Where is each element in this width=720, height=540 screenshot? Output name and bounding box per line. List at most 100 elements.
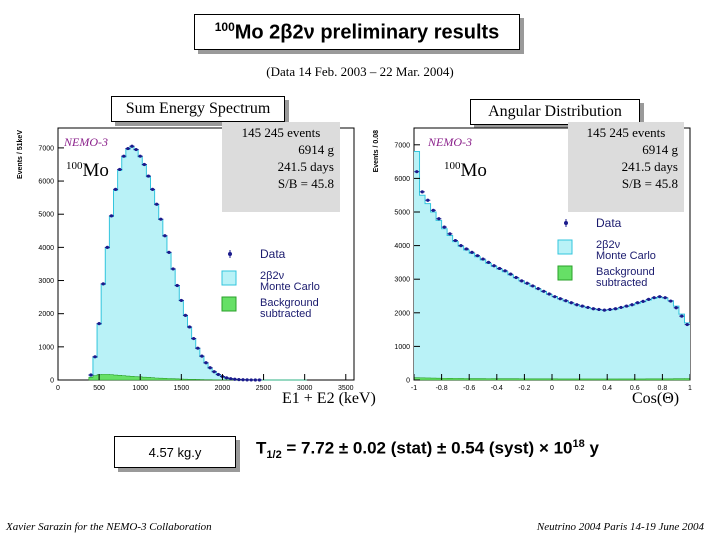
monte-carlo-fill [88,146,307,380]
data-point [586,305,590,310]
y-axis-label: Events / 51keV [17,130,24,179]
stats-line: 145 245 events [242,125,321,140]
y-tick-label: 1000 [38,344,54,351]
x-tick-label: 0 [550,385,554,392]
data-point [520,279,524,283]
data-point [187,325,192,329]
y-tick-label: 5000 [394,210,410,217]
legend-bg-swatch [557,265,573,281]
data-point [569,301,573,305]
conference-credit: Neutrino 2004 Paris 14-19 June 2004 [536,521,704,533]
data-point [497,266,502,271]
y-tick-label: 2000 [38,311,54,318]
data-point [224,376,229,380]
data-point [553,295,557,299]
data-point [146,174,151,178]
data-point [597,307,601,312]
data-point [514,275,518,280]
x-tick-label: 1500 [174,385,190,392]
data-point [486,260,491,264]
legend-data-marker [228,252,232,256]
stats-box [222,122,340,212]
x-tick-label: -0.8 [436,385,448,392]
data-point [613,307,618,311]
data-point [89,373,93,377]
stats-line: S/B = 45.8 [278,176,334,191]
legend-bg-swatch [221,296,237,312]
x-tick-label: -0.4 [491,385,503,392]
sum-energy-title: Sum Energy Spectrum [111,96,285,122]
data-point [167,250,171,254]
data-point [122,154,126,158]
data-period: (Data 14 Feb. 2003 – 22 Mar. 2004) [266,64,454,79]
angular-distribution-title: Angular Distribution [470,99,640,125]
data-point [602,308,607,312]
data-point [624,304,629,308]
isotope-label: 100Mo [444,160,487,181]
data-point [212,370,216,374]
data-point [536,287,540,291]
data-point [658,295,662,299]
data-point [558,297,562,301]
y-tick-label: 1000 [394,344,410,351]
data-point [196,346,200,350]
legend-mc-label: 2β2ν [596,239,621,251]
data-point [575,303,579,307]
data-point [453,238,457,243]
data-point [245,378,249,382]
data-point [470,250,474,254]
data-point [130,144,134,148]
data-point [647,297,651,301]
data-point [619,305,623,310]
isotope-label: 100Mo [66,160,109,181]
exposure-box: 4.57 kg.y [114,436,236,468]
x-tick-label: 2000 [215,385,231,392]
data-point [674,306,678,310]
data-point [142,162,146,167]
data-point [105,245,109,249]
data-point [175,283,179,288]
x-tick-label: 1000 [132,385,148,392]
background-histogram [413,377,691,381]
y-tick-label: 3000 [38,278,54,285]
data-point [155,202,159,206]
stats-line: 241.5 days [278,159,334,174]
data-point [685,322,689,327]
data-point [192,336,196,341]
data-point [464,247,469,251]
data-point [431,208,435,212]
y-tick-label: 0 [50,378,54,385]
y-tick-label: 6000 [38,179,54,186]
monte-carlo-fill [414,151,690,380]
data-point [503,269,507,273]
x-tick-label: 2500 [256,385,272,392]
experiment-label: NEMO-3 [63,135,108,149]
data-point [531,284,535,288]
data-point [171,267,175,271]
data-point [525,281,529,285]
legend-data-marker [564,221,568,225]
x-tick-label: 1 [688,385,692,392]
data-point [208,366,212,370]
stats-line: 6914 g [298,142,334,157]
x-tick-label: -0.6 [463,385,475,392]
data-point [249,378,253,382]
y-tick-label: 6000 [394,176,410,183]
data-point [113,187,118,191]
data-point [200,354,204,358]
data-point [442,225,446,229]
x-tick-label: -1 [411,385,417,392]
data-point [652,296,656,300]
data-point [101,282,105,286]
y-tick-label: 2000 [394,310,410,317]
slide-title: 100Mo 2β2ν preliminary results [194,14,520,50]
data-point [608,307,612,312]
data-point [229,377,233,381]
y-tick-label: 7000 [394,142,410,149]
x-tick-label: 0 [56,385,60,392]
data-point [233,377,237,381]
stats-box [568,122,684,212]
legend-data-label: Data [260,247,286,261]
data-point [481,257,485,261]
data-point [641,299,645,303]
